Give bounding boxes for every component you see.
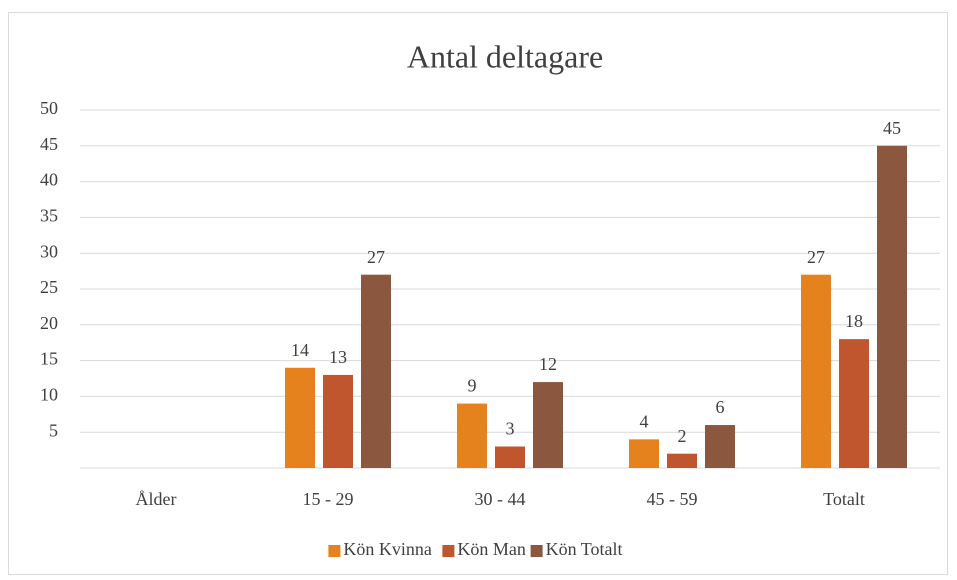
bar [801, 274, 831, 468]
bar [361, 274, 391, 468]
y-tick-label: 45 [40, 134, 58, 154]
data-label: 13 [329, 347, 347, 367]
chart-border [8, 12, 948, 575]
legend-label: Kön Kvinna [343, 539, 432, 559]
x-tick-label: 45 - 59 [647, 489, 698, 509]
legend-swatch [442, 545, 455, 557]
legend-swatch [328, 545, 341, 557]
data-label: 6 [716, 397, 725, 417]
y-tick-label: 5 [49, 420, 58, 440]
bar [323, 374, 353, 468]
y-tick-label: 50 [40, 98, 58, 118]
data-label: 3 [506, 419, 515, 439]
bar [457, 403, 487, 468]
data-label: 14 [291, 340, 309, 360]
bar [495, 446, 525, 468]
bar [629, 439, 659, 468]
legend-label: Kön Man [457, 539, 526, 559]
y-tick-label: 40 [40, 170, 58, 190]
legend-label: Kön Totalt [546, 539, 623, 559]
data-label: 27 [367, 247, 385, 267]
data-label: 4 [640, 411, 649, 431]
bar [285, 367, 315, 468]
x-tick-label: Totalt [823, 489, 865, 509]
y-tick-label: 35 [40, 206, 58, 226]
legend-swatch [530, 545, 543, 557]
y-tick-label: 20 [40, 313, 58, 333]
bar [533, 382, 563, 468]
data-label: 9 [468, 376, 477, 396]
y-tick-label: 15 [40, 349, 58, 369]
bar [667, 453, 697, 468]
data-label: 2 [678, 426, 687, 446]
y-tick-label: 10 [40, 385, 58, 405]
x-tick-label: Ålder [136, 489, 177, 509]
y-tick-label: 30 [40, 241, 58, 261]
x-tick-label: 30 - 44 [475, 489, 526, 509]
bar [839, 339, 869, 468]
y-tick-label: 25 [40, 277, 58, 297]
x-tick-label: 15 - 29 [303, 489, 354, 509]
data-label: 18 [845, 311, 863, 331]
data-label: 27 [807, 247, 825, 267]
data-label: 45 [883, 118, 901, 138]
chart-title: Antal deltagare [407, 38, 603, 74]
bar [705, 425, 735, 468]
bar [877, 145, 907, 469]
data-label: 12 [539, 354, 557, 374]
